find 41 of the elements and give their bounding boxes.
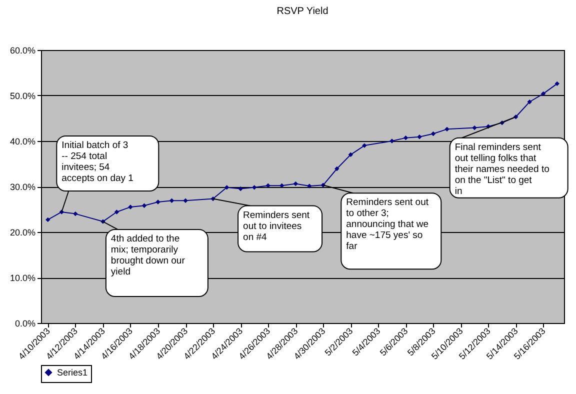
point (73, 211, 78, 216)
point (293, 181, 298, 186)
point (430, 131, 436, 136)
point (527, 100, 532, 104)
y-tick-label: 60.0% (10, 46, 36, 56)
point (224, 185, 230, 190)
point (142, 203, 147, 208)
point (128, 204, 133, 210)
y-tick-label: 30.0% (10, 182, 36, 192)
legend-label: Series1 (57, 368, 88, 378)
point (183, 198, 188, 203)
annotation: Final reminders sent out telling folks that their names needed to on the "List" to get in (454, 142, 550, 197)
point (334, 166, 340, 172)
y-tick-label: 0.0% (14, 318, 36, 328)
point (390, 138, 394, 144)
chart-title: RSVP Yield (276, 6, 328, 17)
point (238, 186, 243, 192)
y-tick-label: 10.0% (10, 273, 36, 283)
point (472, 125, 477, 130)
point (417, 134, 422, 140)
point (444, 126, 450, 132)
point (46, 217, 50, 222)
point (307, 184, 312, 188)
y-tick-label: 50.0% (10, 91, 36, 101)
point (266, 183, 270, 188)
annotation: Initial batch of 3 -- 254 total invitees; 54 accepts on day 1 (62, 140, 134, 184)
point (156, 200, 160, 204)
point (169, 198, 174, 203)
annotation: 4th added to the mix; temporarily brought down our yield (110, 234, 185, 278)
point (403, 135, 408, 140)
point (541, 91, 546, 96)
point (554, 81, 560, 86)
y-tick-label: 40.0% (10, 136, 36, 146)
annotation: Reminders sent out to invitees on #4 (243, 210, 310, 243)
point (252, 185, 257, 190)
y-tick-label: 20.0% (10, 228, 36, 238)
point (114, 210, 120, 214)
point (348, 152, 354, 157)
point (362, 143, 367, 148)
annotation: Reminders sent out to other 3; announcing that we have ~175 yes' so far (346, 197, 429, 252)
point (280, 183, 284, 188)
